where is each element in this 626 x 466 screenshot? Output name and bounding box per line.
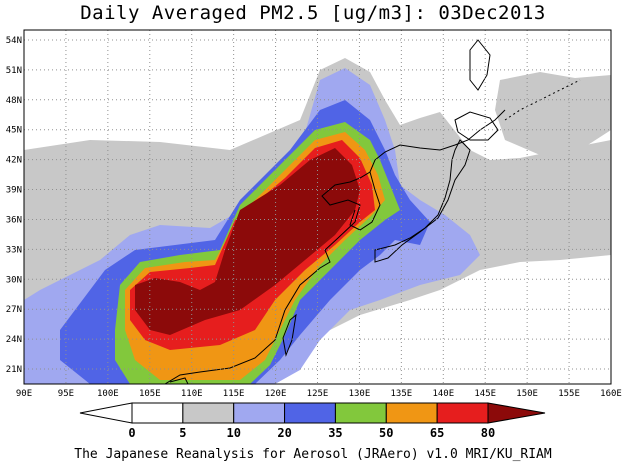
lon-tick-label: 135E (391, 389, 413, 399)
lat-tick-label: 45N (6, 126, 22, 136)
lat-tick-labels: 21N 24N 27N 30N 33N 36N 39N 42N 45N 48N 51N 54N (6, 36, 22, 375)
plot-frame (23, 29, 612, 385)
page-title: Daily Averaged PM2.5 [ug/m3]: 03Dec2013 (80, 2, 546, 24)
colorbar-swatch (182, 402, 235, 424)
colorbar-swatch (334, 402, 387, 424)
coastline-taiwan (282, 313, 297, 357)
coastline-hainan (169, 377, 189, 384)
colorbar-swatch (436, 402, 489, 424)
lon-tick-label: 120E (265, 389, 287, 399)
coastline-korea (349, 171, 381, 231)
lon-tick-label: 110E (181, 389, 203, 399)
coastline-sakhalin (469, 39, 491, 91)
colorbar-level-label: 65 (430, 426, 444, 440)
colorbar-level-label: 20 (277, 426, 291, 440)
lat-tick-label: 30N (6, 275, 22, 285)
colorbar-swatch (233, 402, 286, 424)
lat-tick-label: 51N (6, 66, 22, 76)
colorbar-level-label: 0 (128, 426, 135, 440)
lon-tick-labels: 90E 95E 100E 105E 110E 115E 120E 125E 130E 135E 14… (16, 389, 622, 399)
lon-tick-label: 95E (58, 389, 74, 399)
colorbar-level-label: 5 (179, 426, 186, 440)
credit-line: The Japanese Reanalysis for Aerosol (JRA… (74, 447, 552, 462)
colorbar-level-label: 50 (379, 426, 393, 440)
lat-tick-label: 54N (6, 36, 22, 46)
colorbar-swatch (284, 402, 336, 424)
colorbar-level-label: 35 (328, 426, 342, 440)
lon-tick-label: 100E (97, 389, 119, 399)
lon-tick-label: 145E (474, 389, 496, 399)
coastline-china (164, 109, 506, 384)
lat-tick-label: 42N (6, 156, 22, 166)
lon-tick-label: 140E (432, 389, 454, 399)
lon-tick-label: 115E (223, 389, 245, 399)
coastline-hokkaido (454, 111, 499, 141)
colorbar-overflow-triangle (487, 402, 546, 424)
pm25-field (24, 58, 611, 384)
lat-tick-label: 27N (6, 305, 22, 315)
lat-tick-label: 24N (6, 335, 22, 345)
colorbar-level-label: 80 (481, 426, 495, 440)
colorbar-swatch (385, 402, 438, 424)
lon-tick-label: 90E (16, 389, 32, 399)
colorbar-underflow-triangle (79, 402, 133, 424)
gridlines (24, 30, 611, 384)
lon-tick-label: 160E (600, 389, 622, 399)
lat-tick-label: 48N (6, 96, 22, 106)
pm25-contour-above-80 (135, 148, 360, 335)
lon-tick-label: 150E (516, 389, 538, 399)
lon-tick-label: 125E (307, 389, 329, 399)
pm25-contour-5-10-ne (495, 72, 611, 155)
colorbar: 0 5 10 20 35 50 65 80 (79, 402, 546, 440)
lon-tick-label: 155E (558, 389, 580, 399)
lat-tick-label: 36N (6, 215, 22, 225)
lat-tick-label: 39N (6, 186, 22, 196)
coastline-japan (374, 139, 471, 263)
lon-tick-label: 105E (139, 389, 161, 399)
lat-tick-label: 21N (6, 365, 22, 375)
colorbar-swatch (131, 402, 184, 424)
lon-tick-label: 130E (349, 389, 371, 399)
lat-tick-label: 33N (6, 245, 22, 255)
colorbar-level-label: 10 (226, 426, 240, 440)
